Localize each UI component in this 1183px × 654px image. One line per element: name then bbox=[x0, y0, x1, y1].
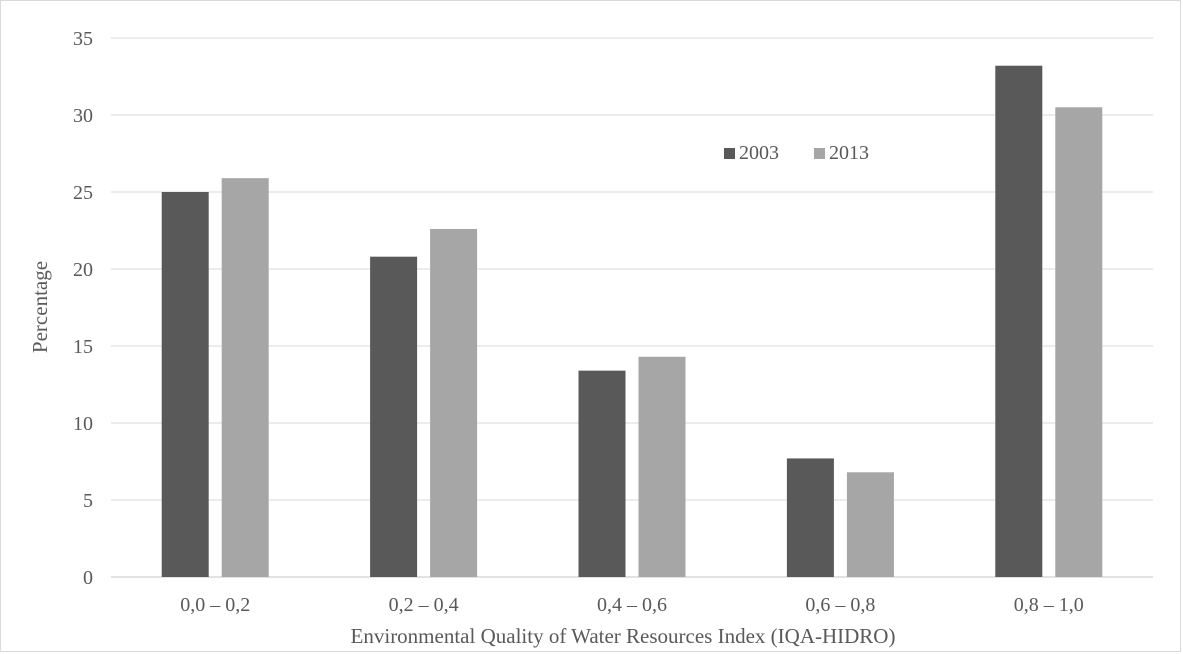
bar-2003-3 bbox=[578, 370, 626, 577]
bar-2013-5 bbox=[1055, 107, 1103, 578]
y-tick-label: 25 bbox=[73, 182, 93, 204]
bar-2003-2 bbox=[370, 256, 418, 577]
y-tick-labels: 0 5 10 15 20 25 30 35 bbox=[73, 28, 93, 589]
y-tick-label: 30 bbox=[73, 105, 93, 127]
x-tick-label: 0,6 – 0,8 bbox=[805, 594, 875, 616]
bar-2013-3 bbox=[638, 356, 686, 577]
y-axis-title: Percentage bbox=[28, 261, 52, 353]
x-tick-label: 0,2 – 0,4 bbox=[389, 594, 459, 616]
bar-2003-1 bbox=[161, 192, 209, 577]
bar-2003-5 bbox=[995, 65, 1043, 577]
x-tick-label: 0,0 – 0,2 bbox=[180, 594, 250, 616]
bar-2013-2 bbox=[430, 228, 478, 577]
y-tick-label: 5 bbox=[83, 490, 93, 512]
legend: 2003 2013 bbox=[724, 142, 869, 164]
x-tick-label: 0,4 – 0,6 bbox=[597, 594, 667, 616]
y-tick-label: 35 bbox=[73, 28, 93, 50]
legend-label-2003: 2003 bbox=[739, 142, 779, 164]
y-tick-label: 10 bbox=[73, 413, 93, 435]
legend-label-2013: 2013 bbox=[829, 142, 869, 164]
gridlines bbox=[111, 37, 1153, 578]
legend-swatch-2003 bbox=[724, 148, 735, 159]
bar-2003-4 bbox=[786, 458, 834, 577]
y-tick-label: 20 bbox=[73, 259, 93, 281]
y-tick-label: 0 bbox=[83, 567, 93, 589]
x-tick-label: 0,8 – 1,0 bbox=[1014, 594, 1084, 616]
bars bbox=[161, 65, 1103, 578]
bar-2013-4 bbox=[846, 472, 894, 577]
x-axis-title: Environmental Quality of Water Resources… bbox=[351, 624, 896, 648]
y-tick-label: 15 bbox=[73, 336, 93, 358]
x-tick-labels: 0,0 – 0,2 0,2 – 0,4 0,4 – 0,6 0,6 – 0,8 0,8 … bbox=[180, 594, 1084, 616]
bar-2013-1 bbox=[221, 178, 269, 577]
legend-swatch-2013 bbox=[814, 148, 825, 159]
